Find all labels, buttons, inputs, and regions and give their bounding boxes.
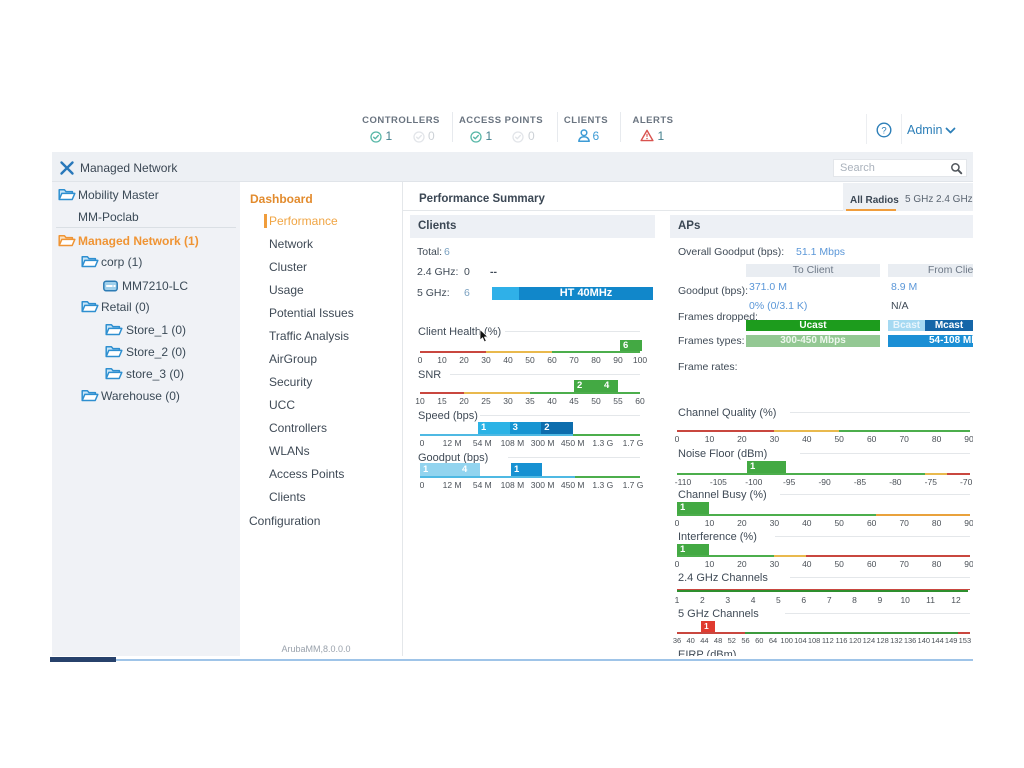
svg-text:?: ? <box>881 125 886 136</box>
